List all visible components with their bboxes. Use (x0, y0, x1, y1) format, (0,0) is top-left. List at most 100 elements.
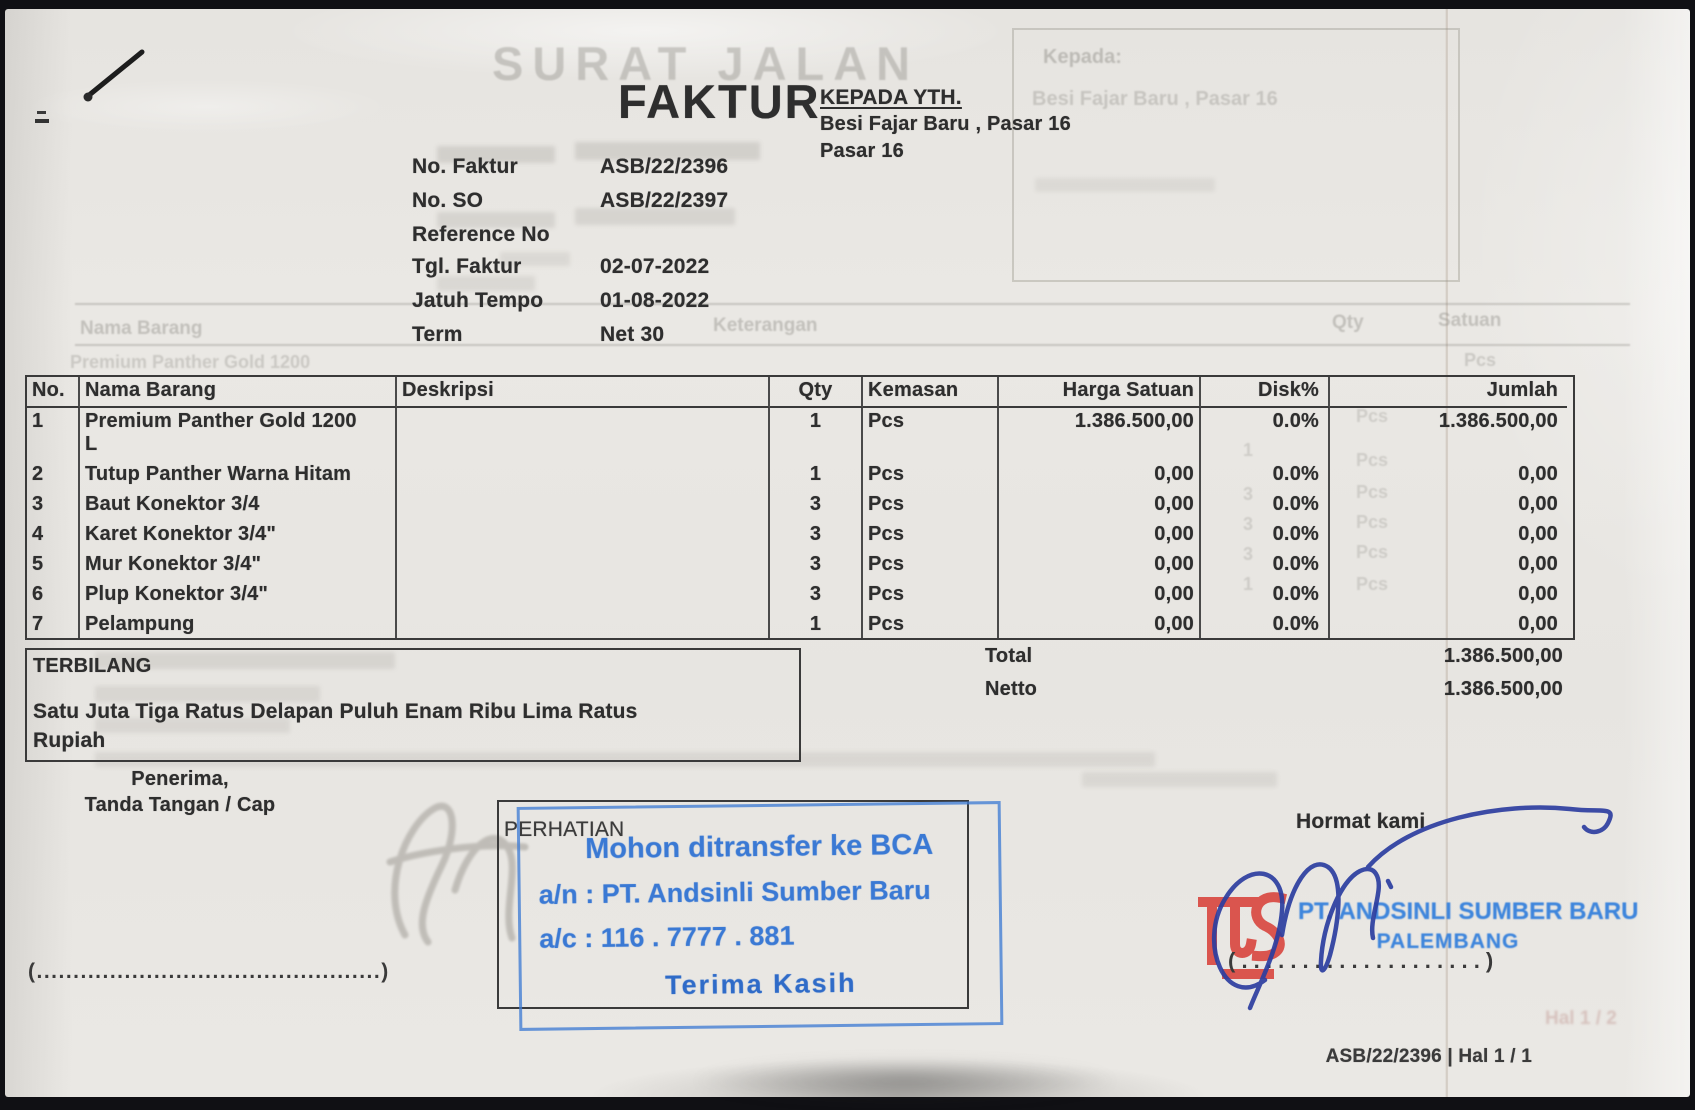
meta-value: Net 30 (600, 323, 665, 346)
pencil-signature (386, 802, 529, 946)
table-cell-qty: 3 (770, 581, 863, 611)
table-cell-deskripsi (397, 521, 770, 551)
table-cell-jumlah: 1.386.500,00 (1438, 410, 1558, 432)
ghost-qty: 1 (1243, 440, 1254, 460)
ghost-unit-pcs: Pcs (1356, 542, 1389, 562)
table-cell-harga: 0,00 (999, 491, 1201, 521)
ghost-bleed-bar (575, 142, 760, 160)
company-stamp-name: PT. ANDSINLI SUMBER BARU (1298, 898, 1639, 925)
column-header: Harga Satuan (999, 377, 1201, 408)
meta-value: ASB/22/2396 (600, 155, 729, 178)
ghost-bleed-bar (95, 718, 290, 733)
table-cell-qty: 3 (770, 491, 863, 521)
table-cell-harga: 0,00 (999, 611, 1201, 638)
column-header: Qty (770, 377, 863, 408)
table-cell-nama: Plup Konektor 3/4" (80, 581, 397, 611)
table-cell-qty: 3 (770, 551, 863, 581)
bank-transfer-stamp: Mohon ditransfer ke BCA a/n : PT. Andsin… (516, 801, 1004, 1031)
table-row: 7 Pelampung 1 Pcs 0,00 0.0% 0,00 (27, 611, 1573, 638)
ghost-bleed-bar (437, 276, 535, 291)
total-label: Total (985, 645, 1033, 667)
table-cell-jumlah: 0,00 (1518, 493, 1558, 515)
ghost-unit-pcs: Pcs (1356, 482, 1389, 502)
table-cell-nama-line2: L (85, 433, 98, 455)
ghost-bleed-bar (95, 686, 320, 702)
table-row: 3 Baut Konektor 3/4 3 Pcs 0,00 0.0% 0,00 (27, 491, 1573, 521)
terbilang-line1: Satu Juta Tiga Ratus Delapan Puluh Enam … (33, 700, 638, 723)
table-cell-deskripsi (397, 461, 770, 491)
table-row: 2 Tutup Panther Warna Hitam 1 Pcs 0,00 0.0% 0,… (27, 461, 1573, 491)
ghost-table-line (75, 303, 1630, 305)
table-row: 1 Premium Panther Gold 1200 L 1 Pcs 1.386.500… (27, 408, 1573, 461)
penerima-sign-line: (.......................................… (28, 960, 390, 983)
meta-label: Reference No (412, 223, 550, 246)
table-row: 5 Mur Konektor 3/4" 3 Pcs 0,00 0.0% 0,00 (27, 551, 1573, 581)
column-header: Jumlah (1330, 377, 1567, 408)
table-cell-kemasan: Pcs (863, 491, 999, 521)
hormat-kami-label: Hormat kami (1296, 810, 1426, 833)
table-cell-disk: 0.0% (1201, 408, 1330, 461)
meta-label: Term (412, 323, 463, 346)
table-cell-jumlah: 0,00 (1518, 463, 1558, 485)
table-cell-harga: 1.386.500,00 (999, 408, 1201, 461)
table-row: 6 Plup Konektor 3/4" 3 Pcs 0,00 0.0% 0,00 (27, 581, 1573, 611)
table-cell-nama: Baut Konektor 3/4 (80, 491, 397, 521)
ghost-kepada-line: Besi Fajar Baru , Pasar 16 (1032, 88, 1278, 110)
ghost-col-qty: Qty (1332, 312, 1364, 333)
column-header: Disk% (1201, 377, 1330, 408)
column-header: Deskripsi (397, 377, 770, 408)
table-cell-disk: 0.0% (1201, 521, 1330, 551)
table-cell-kemasan: Pcs (863, 408, 999, 461)
ghost-bleed-bar (95, 752, 1155, 767)
ghost-col-satuan: Satuan (1438, 310, 1502, 331)
table-cell-jumlah: 0,00 (1518, 583, 1558, 605)
table-cell-kemasan: Pcs (863, 461, 999, 491)
table-cell-harga: 0,00 (999, 581, 1201, 611)
table-cell-nama: Premium Panther Gold 1200 L (80, 408, 397, 461)
table-cell-jumlah: 0,00 (1518, 523, 1558, 545)
table-cell-nama: Karet Konektor 3/4" (80, 521, 397, 551)
table-cell-nama: Pelampung (80, 611, 397, 638)
meta-value: 02-07-2022 (600, 255, 710, 278)
ghost-bleed-bar (95, 652, 395, 669)
table-cell-disk: 0.0% (1201, 551, 1330, 581)
pen-mark (83, 49, 145, 102)
ghost-unit-pcs: Pcs (1356, 512, 1389, 532)
table-cell-jumlah: 0,00 (1518, 613, 1558, 635)
total-value: 1.386.500,00 (1443, 645, 1563, 667)
ghost-bleed-bar (500, 252, 570, 266)
perhatian-label: PERHATIAN (504, 818, 625, 841)
penerima-line2: Tanda Tangan / Cap (84, 794, 276, 816)
table-cell-qty: 1 (770, 461, 863, 491)
company-logo-stamp (1198, 892, 1287, 979)
column-header: Kemasan (863, 377, 999, 408)
table-cell-no: 5 (27, 551, 80, 581)
table-cell-deskripsi (397, 491, 770, 521)
ghost-table-line (75, 344, 1630, 346)
ghost-page-number: Hal 1 / 2 (1545, 1008, 1617, 1029)
footer-page-info: ASB/22/2396 | Hal 1 / 1 (1325, 1046, 1532, 1067)
items-table: No. Nama Barang Deskripsi Qty Kemasan Harga S… (25, 375, 1575, 640)
ghost-row-item: Premium Panther Gold 1200 (70, 352, 311, 372)
company-stamp-city: PALEMBANG (1376, 930, 1520, 953)
table-cell-deskripsi (397, 611, 770, 638)
stamp-line-3: a/c : 116 . 7777 . 881 (539, 920, 795, 954)
table-cell-nama: Mur Konektor 3/4" (80, 551, 397, 581)
stamp-line-1: Mohon ditransfer ke BCA (584, 828, 934, 866)
table-cell-no: 4 (27, 521, 80, 551)
table-cell-nama: Tutup Panther Warna Hitam (80, 461, 397, 491)
meta-value: ASB/22/2397 (600, 189, 729, 212)
table-cell-no: 1 (27, 408, 80, 461)
ghost-qty: 3 (1243, 514, 1254, 534)
scan-shadow (690, 1058, 1120, 1104)
ghost-unit-pcs: Pcs (1356, 406, 1389, 426)
recipient-line1: Besi Fajar Baru , Pasar 16 (820, 113, 1071, 135)
table-cell-kemasan: Pcs (863, 581, 999, 611)
meta-value: 01-08-2022 (600, 289, 710, 312)
table-cell-qty: 1 (770, 611, 863, 638)
ghost-unit-pcs: Pcs (1464, 350, 1497, 370)
penerima-line1: Penerima, (131, 768, 229, 790)
ghost-col-keterangan: Keterangan (713, 315, 818, 336)
table-cell-deskripsi (397, 581, 770, 611)
stamp-line-2: a/n : PT. Andsinli Sumber Baru (538, 874, 931, 910)
